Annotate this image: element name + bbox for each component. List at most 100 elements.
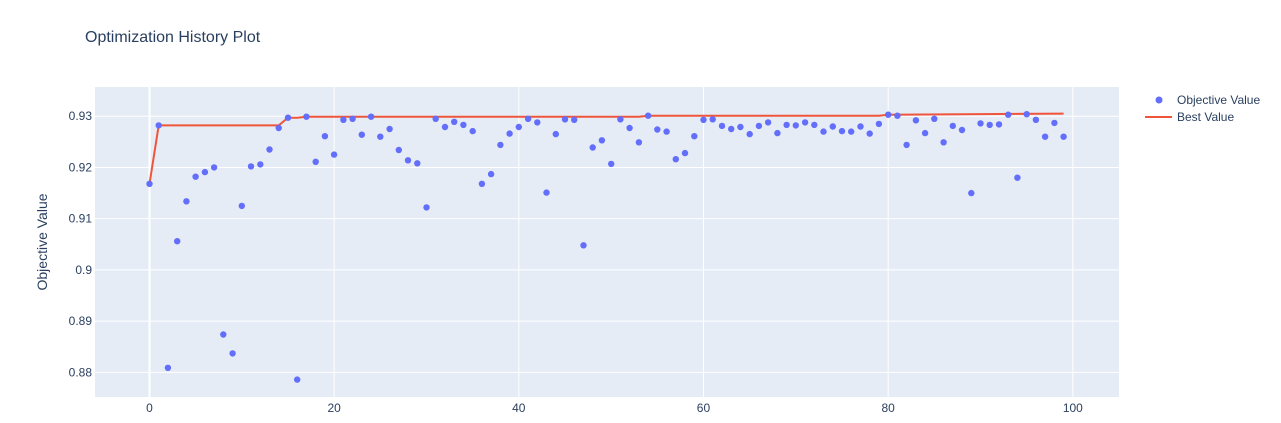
objective-value-point[interactable] (441, 123, 449, 131)
objective-value-point[interactable] (580, 242, 587, 249)
objective-value-point[interactable] (1005, 111, 1012, 118)
legend[interactable]: Objective Value Best Value (1145, 93, 1260, 124)
objective-value-point[interactable] (460, 121, 467, 129)
objective-value-point[interactable] (220, 331, 227, 338)
legend-item-best-value[interactable]: Best Value (1145, 110, 1234, 124)
objective-value-point[interactable] (728, 125, 735, 133)
objective-value-point[interactable] (598, 137, 606, 144)
objective-value-point[interactable] (746, 130, 753, 138)
objective-value-point[interactable] (432, 115, 439, 123)
objective-value-point[interactable] (349, 115, 356, 123)
objective-value-point[interactable] (247, 163, 255, 170)
objective-value-point[interactable] (921, 129, 929, 137)
objective-value-point[interactable] (912, 117, 920, 124)
objective-value-point[interactable] (257, 161, 264, 168)
objective-value-point[interactable] (487, 170, 495, 178)
objective-value-point[interactable] (700, 116, 707, 124)
objective-value-point[interactable] (561, 116, 569, 123)
objective-value-point[interactable] (1041, 133, 1049, 140)
objective-value-point[interactable] (303, 113, 310, 120)
objective-value-point[interactable] (524, 115, 532, 123)
objective-value-point[interactable] (848, 128, 855, 135)
objective-value-point[interactable] (414, 160, 421, 167)
objective-value-point[interactable] (506, 130, 513, 137)
objective-value-point[interactable] (497, 141, 504, 149)
objective-value-point[interactable] (330, 151, 338, 158)
objective-value-point[interactable] (1051, 119, 1058, 127)
objective-value-point[interactable] (755, 122, 763, 130)
objective-value-point[interactable] (875, 120, 883, 128)
objective-value-point[interactable] (617, 116, 624, 123)
objective-value-point[interactable] (321, 133, 329, 140)
objective-value-point[interactable] (395, 146, 402, 154)
objective-value-point[interactable] (367, 113, 375, 120)
objective-value-point[interactable] (838, 127, 846, 135)
objective-value-point[interactable] (691, 133, 698, 140)
objective-value-point[interactable] (709, 116, 716, 123)
objective-value-point[interactable] (238, 202, 245, 210)
objective-value-point[interactable] (478, 180, 486, 187)
objective-value-point[interactable] (737, 123, 744, 131)
objective-value-point[interactable] (266, 146, 273, 153)
objective-value-point[interactable] (949, 122, 956, 130)
objective-value-point[interactable] (635, 139, 643, 146)
objective-value-point[interactable] (995, 121, 1003, 128)
objective-value-point[interactable] (192, 173, 199, 180)
objective-value-point[interactable] (358, 131, 365, 138)
objective-value-point[interactable] (644, 112, 652, 119)
objective-value-point[interactable] (672, 156, 679, 163)
objective-value-point[interactable] (543, 189, 550, 196)
objective-value-point[interactable] (183, 198, 190, 205)
objective-value-point[interactable] (589, 144, 596, 151)
objective-value-point[interactable] (377, 133, 384, 140)
legend-item-objective-value[interactable]: Objective Value (1155, 93, 1261, 107)
objective-value-point[interactable] (164, 364, 172, 371)
objective-value-point[interactable] (894, 112, 901, 119)
objective-value-point[interactable] (764, 119, 772, 126)
objective-value-point[interactable] (386, 125, 393, 133)
objective-value-point[interactable] (663, 128, 670, 135)
objective-value-point[interactable] (155, 122, 162, 129)
objective-value-point[interactable] (783, 121, 790, 129)
objective-value-point[interactable] (1014, 174, 1021, 181)
objective-value-point[interactable] (146, 180, 153, 187)
objective-value-point[interactable] (820, 128, 827, 135)
objective-value-point[interactable] (801, 119, 809, 126)
objective-value-point[interactable] (718, 122, 726, 130)
objective-value-point[interactable] (404, 157, 412, 164)
objective-value-point[interactable] (811, 121, 818, 129)
objective-value-point[interactable] (940, 139, 947, 146)
objective-value-point[interactable] (792, 122, 799, 129)
objective-value-point[interactable] (229, 350, 236, 357)
objective-value-point[interactable] (866, 130, 873, 137)
objective-value-point[interactable] (284, 114, 292, 121)
objective-value-point[interactable] (857, 123, 864, 130)
objective-value-point[interactable] (681, 149, 689, 157)
objective-value-point[interactable] (774, 129, 781, 137)
objective-value-point[interactable] (654, 126, 661, 133)
objective-value-point[interactable] (210, 164, 218, 171)
objective-value-point[interactable] (986, 121, 993, 129)
objective-value-point[interactable] (903, 141, 910, 149)
objective-value-point[interactable] (626, 124, 633, 132)
objective-value-point[interactable] (275, 124, 282, 132)
objective-value-point[interactable] (423, 204, 430, 211)
objective-value-point[interactable] (451, 118, 458, 126)
objective-value-point[interactable] (1023, 111, 1030, 118)
objective-value-point[interactable] (552, 130, 559, 138)
objective-value-point[interactable] (608, 160, 615, 168)
objective-value-point[interactable] (968, 189, 975, 197)
objective-value-point[interactable] (1060, 133, 1067, 140)
objective-value-point[interactable] (885, 111, 892, 118)
objective-value-point[interactable] (958, 126, 966, 134)
objective-value-point[interactable] (931, 115, 938, 123)
objective-value-point[interactable] (312, 158, 319, 165)
objective-value-point[interactable] (1032, 116, 1040, 124)
objective-value-point[interactable] (174, 238, 181, 245)
objective-value-point[interactable] (340, 116, 347, 124)
objective-value-point[interactable] (201, 168, 209, 176)
objective-value-point[interactable] (515, 123, 522, 131)
objective-value-point[interactable] (571, 116, 578, 124)
objective-value-point[interactable] (977, 120, 984, 127)
objective-value-point[interactable] (534, 119, 541, 126)
